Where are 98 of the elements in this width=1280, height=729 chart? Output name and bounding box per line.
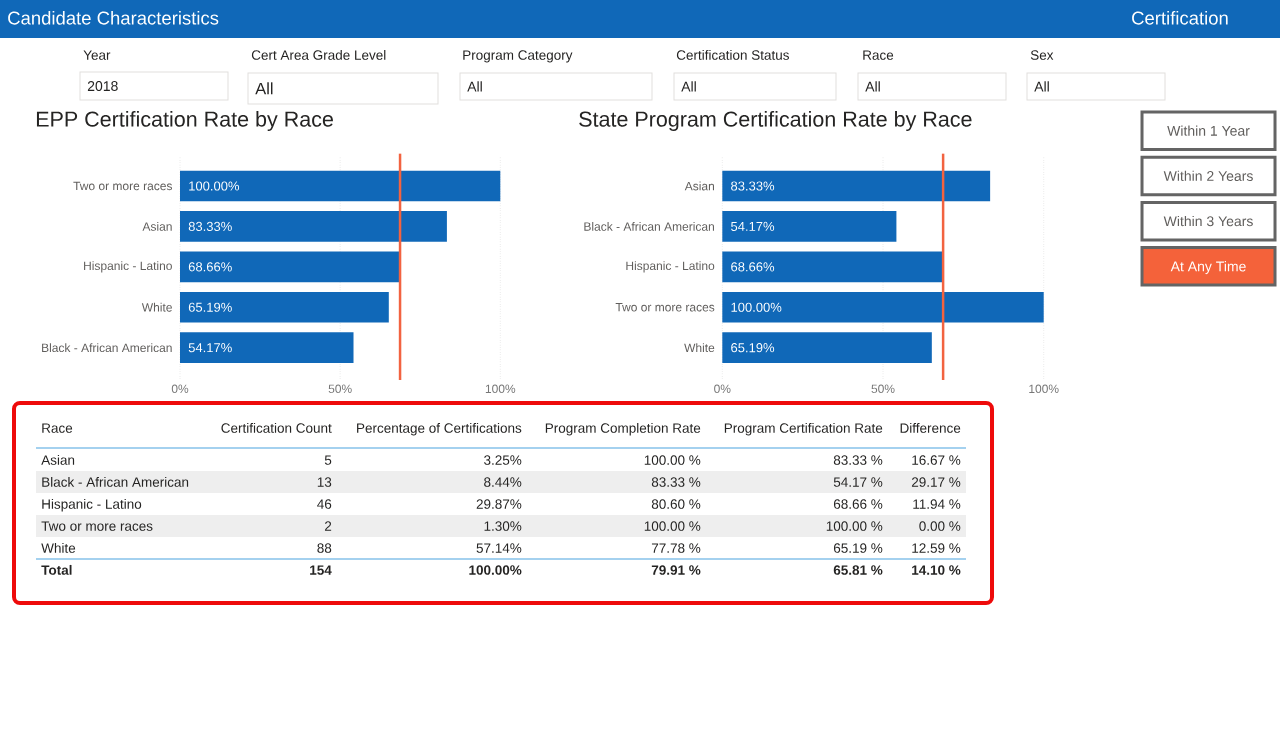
text: 2: [324, 521, 332, 531]
text: 2018: [87, 81, 118, 92]
text: Race: [863, 50, 894, 60]
text: Total: [41, 564, 72, 575]
text: All: [467, 81, 482, 92]
text: 1.30%: [484, 521, 522, 531]
data-label: 54.17%: [731, 221, 775, 231]
text: Program Completion Rate: [545, 422, 701, 436]
text: Percentage of Certifications: [357, 422, 522, 436]
data-label: 65.19%: [731, 343, 775, 353]
text: Two or more races: [41, 521, 153, 531]
bar: [180, 170, 501, 202]
text: All: [681, 81, 696, 92]
text: Program Certification Rate: [724, 422, 883, 436]
text: 3.25%: [484, 455, 522, 465]
bar: [180, 291, 389, 323]
text: 80.60 %: [651, 499, 701, 509]
y-tick-label: Two or more races: [615, 303, 715, 312]
text: All: [1034, 81, 1049, 92]
y-tick-label: White: [684, 343, 715, 353]
text: Certification: [1132, 11, 1228, 25]
text: 14.10 %: [912, 565, 961, 575]
text: 154: [310, 565, 332, 575]
data-label: 65.19%: [188, 302, 232, 312]
text: 100.00 %: [644, 455, 701, 465]
bar: [722, 291, 1044, 323]
x-tick-label: 50%: [328, 384, 352, 394]
text: Program Category: [463, 50, 573, 63]
data-label: 100.00%: [731, 302, 782, 312]
x-tick-label: 0%: [171, 384, 189, 394]
text: Certification Count: [221, 422, 332, 433]
data-label: 54.17%: [188, 343, 232, 353]
text: 100.00 %: [644, 521, 701, 531]
text: Cert Area Grade Level: [251, 49, 386, 60]
text: 29.87%: [476, 499, 522, 509]
chart-title: EPP Certification Rate by Race: [36, 110, 333, 132]
data-label: 83.33%: [731, 181, 775, 191]
y-tick-label: Black - African American: [584, 222, 714, 231]
text: Candidate Characteristics: [8, 11, 219, 25]
text: Difference: [900, 422, 961, 433]
text: Certification Status: [676, 49, 789, 60]
text: 65.81 %: [833, 565, 883, 575]
text: 57.14%: [476, 543, 522, 553]
text: 100.00%: [469, 565, 522, 575]
text: Asian: [41, 454, 75, 465]
category-label: At Any Time: [1170, 261, 1246, 275]
data-label: 68.66%: [188, 262, 232, 272]
category-label: Within 1 Year: [1167, 125, 1250, 136]
y-tick-label: Asian: [142, 222, 172, 231]
text: Black - African American: [42, 476, 189, 487]
y-tick-label: White: [141, 302, 172, 312]
text: 8.44%: [484, 477, 522, 487]
text: White: [41, 542, 76, 553]
text: 54.17 %: [833, 477, 883, 487]
x-tick-label: 100%: [1029, 384, 1059, 394]
bar: [722, 332, 932, 364]
text: 29.17 %: [911, 477, 961, 487]
bar: [722, 251, 943, 283]
text: 65.19 %: [833, 543, 883, 553]
text: 100.00 %: [826, 521, 883, 531]
y-tick-label: Hispanic - Latino: [626, 261, 715, 273]
y-tick-label: Two or more races: [73, 181, 173, 191]
text: Sex: [1030, 50, 1054, 60]
data-label: 68.66%: [731, 262, 775, 272]
text: 11.94 %: [913, 499, 961, 509]
x-tick-label: 50%: [871, 384, 895, 394]
text: 16.67 %: [912, 455, 961, 465]
text: 83.33 %: [833, 455, 883, 465]
text: 12.59 %: [912, 543, 961, 553]
y-tick-label: Asian: [684, 181, 714, 191]
text: 79.91 %: [651, 565, 701, 575]
bar: [180, 332, 354, 364]
text: 0.00 %: [919, 521, 961, 531]
text: Hispanic - Latino: [42, 498, 142, 512]
data-label: 100.00%: [189, 181, 240, 191]
text: 46: [317, 499, 332, 509]
chart-title: State Program Certification Rate by Race: [579, 110, 972, 132]
category-label: Within 3 Years: [1163, 215, 1253, 227]
text: 88: [317, 543, 332, 553]
text: Race: [42, 423, 73, 433]
bar: [722, 170, 991, 202]
text: 77.78 %: [651, 543, 701, 553]
text: All: [865, 81, 880, 92]
y-tick-label: Black - African American: [42, 343, 172, 353]
text: 83.33 %: [651, 477, 701, 487]
x-tick-label: 100%: [485, 384, 516, 394]
text: All: [255, 82, 273, 95]
text: Year: [83, 50, 111, 60]
text: 5: [324, 455, 332, 465]
bar: [722, 211, 897, 242]
data-label: 83.33%: [188, 221, 232, 232]
bar: [180, 251, 400, 283]
text: 68.66 %: [833, 499, 883, 509]
y-tick-label: Hispanic - Latino: [84, 261, 172, 273]
bar: [180, 211, 447, 242]
category-label: Within 2 Years: [1163, 170, 1253, 181]
x-tick-label: 0%: [714, 384, 731, 394]
text: 13: [317, 477, 332, 487]
